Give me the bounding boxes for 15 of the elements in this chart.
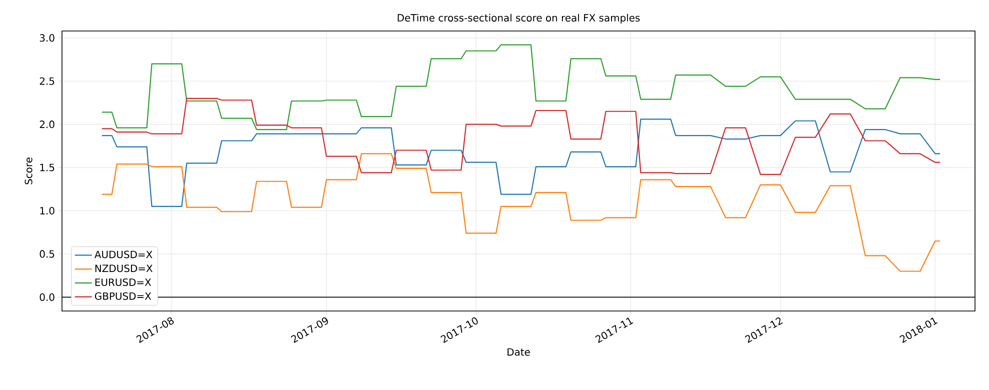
legend-label: EURUSD=X xyxy=(95,278,152,286)
chart-title: DeTime cross-sectional score on real FX samples xyxy=(398,14,640,24)
legend-label: AUDUSD=X xyxy=(94,250,152,258)
y-tick-label: 2.0 xyxy=(40,120,54,128)
y-tick-label: 3.0 xyxy=(40,34,54,42)
y-tick-label: 0.0 xyxy=(40,293,54,301)
legend-label: GBPUSD=X xyxy=(94,292,152,300)
y-axis-title: Score xyxy=(24,158,32,184)
y-tick-label: 0.5 xyxy=(40,250,54,258)
y-tick-label: 2.5 xyxy=(40,77,54,85)
y-tick-label: 1.0 xyxy=(40,206,54,215)
y-tick-label: 1.5 xyxy=(40,164,54,172)
legend-label: NZDUSD=X xyxy=(95,264,153,272)
x-axis-title: Date xyxy=(508,348,530,356)
line-series xyxy=(101,98,941,176)
